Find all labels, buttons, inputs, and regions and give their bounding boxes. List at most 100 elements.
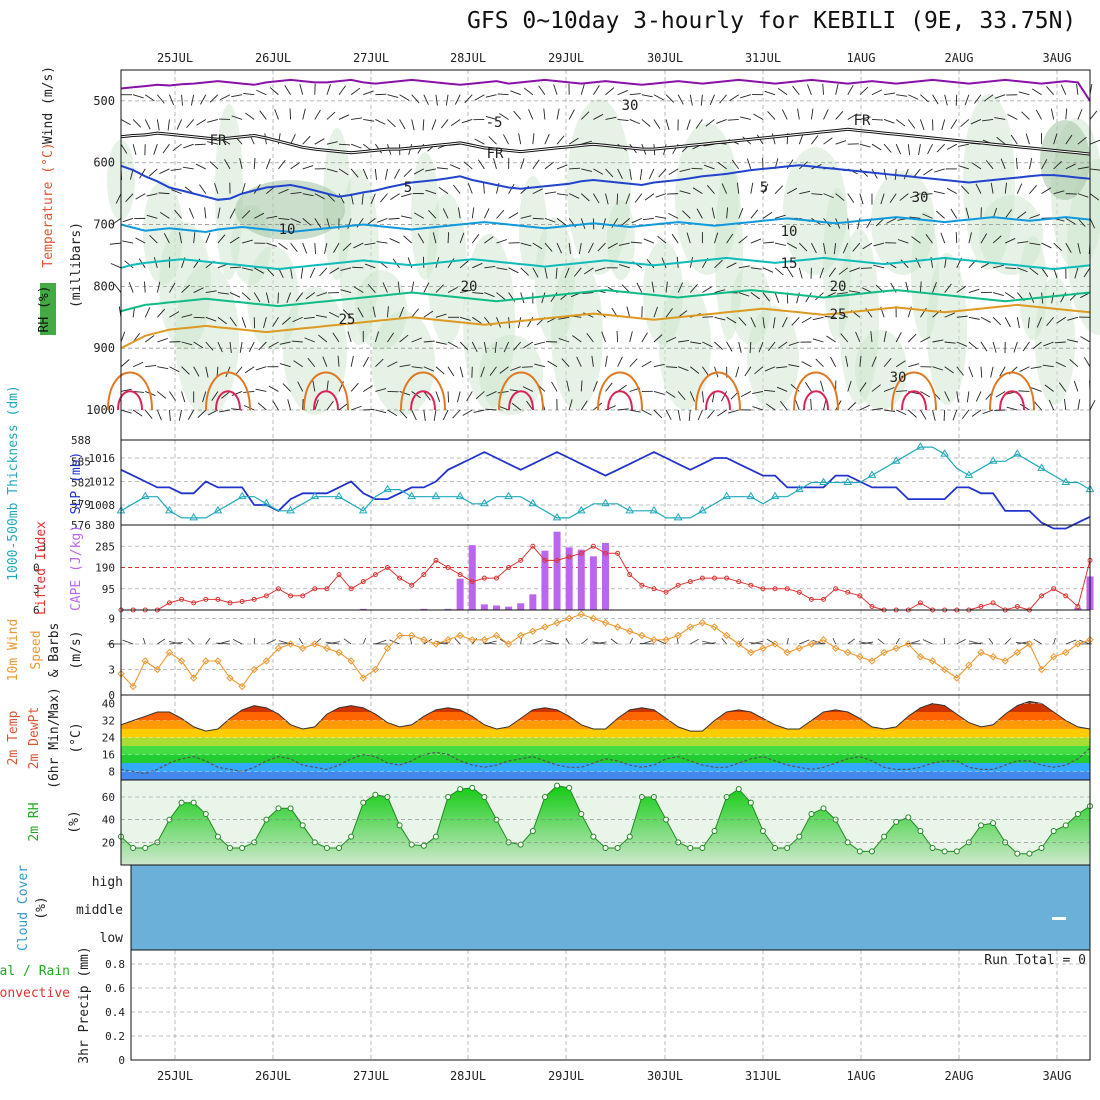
rh-marker xyxy=(1074,811,1081,817)
wind-barb xyxy=(975,391,982,402)
wind-barb xyxy=(726,233,734,244)
wind-barb xyxy=(255,388,267,392)
wind-barb xyxy=(375,119,386,125)
wind-barb xyxy=(407,257,413,268)
rh-marker xyxy=(893,818,900,825)
wind-barb xyxy=(992,341,997,353)
wind-barb xyxy=(714,341,723,350)
wind-barb xyxy=(120,388,132,392)
wind-barb xyxy=(209,161,219,170)
thickness-marker xyxy=(964,470,974,478)
wind-barb xyxy=(411,409,417,421)
wind-barb xyxy=(347,331,352,343)
li-marker xyxy=(179,596,185,602)
wind-barb xyxy=(425,189,437,195)
wind10-marker xyxy=(274,644,283,652)
li-marker xyxy=(736,579,742,585)
wind-barb xyxy=(181,366,190,375)
wind-barb xyxy=(923,168,933,176)
wind10-marker xyxy=(892,644,900,652)
wind-barb xyxy=(580,111,590,120)
wind-barb xyxy=(307,357,316,368)
li-marker xyxy=(917,600,923,606)
wind-barb xyxy=(781,109,788,120)
wind-barb xyxy=(740,391,752,398)
date-label-top: 27JUL xyxy=(353,51,389,65)
wind10-barb xyxy=(278,642,293,645)
wind-barb xyxy=(351,117,363,120)
wind-barb xyxy=(689,94,693,106)
wind-barb xyxy=(658,168,667,178)
thickness-marker xyxy=(1061,477,1071,485)
wind-barb xyxy=(435,284,444,293)
li-marker xyxy=(493,575,499,581)
temp-band xyxy=(121,712,1090,721)
wind-barb xyxy=(920,336,931,343)
wind-barb xyxy=(435,313,447,318)
wind-barb xyxy=(702,316,714,318)
wind-barb xyxy=(907,144,911,156)
wind-barb xyxy=(520,242,532,247)
li-marker xyxy=(724,575,730,581)
wind-barb xyxy=(1073,380,1079,392)
wind-barb xyxy=(528,109,534,120)
wind-barb xyxy=(494,341,497,353)
wind-barb xyxy=(239,158,243,170)
wind-barb xyxy=(859,116,871,120)
wind-barb xyxy=(120,119,131,126)
wind-barb xyxy=(1029,214,1040,219)
li-marker xyxy=(869,603,875,609)
wind-barb xyxy=(616,330,619,343)
wind-barb xyxy=(852,242,861,252)
wind-barb xyxy=(955,94,958,106)
wind-barb xyxy=(178,409,183,421)
wind-barb xyxy=(158,192,170,195)
wind10-barb xyxy=(968,642,983,645)
wind-barb xyxy=(584,267,594,275)
wind-barb xyxy=(387,409,398,417)
wind-barb xyxy=(440,119,449,129)
wind-barb xyxy=(460,316,471,321)
wind-barb xyxy=(187,409,195,420)
wind10-marker xyxy=(262,657,271,665)
wind-barb xyxy=(1074,267,1079,279)
wind-barb xyxy=(146,214,158,219)
temp-band xyxy=(121,763,1090,772)
wind-barb xyxy=(245,112,255,120)
wind-barb xyxy=(944,366,954,374)
wind-barb xyxy=(508,183,515,194)
temp-band xyxy=(121,771,1090,780)
wind-barb xyxy=(807,84,812,95)
rh-marker xyxy=(1026,850,1033,857)
run-total: Run Total = 0 xyxy=(984,953,1086,968)
wind10-barb xyxy=(690,638,699,645)
wind-barb xyxy=(544,161,554,170)
contour-label: 20 xyxy=(830,279,847,295)
wind-barb xyxy=(120,143,128,154)
wind-barb xyxy=(907,119,916,129)
ylabel-wind10-barbs: & Barbs xyxy=(47,623,62,678)
wind-barb xyxy=(399,391,411,396)
wind-barb xyxy=(1053,242,1063,251)
wind-barb xyxy=(738,341,742,353)
wind-barb xyxy=(181,391,186,403)
wind-barb xyxy=(205,232,211,244)
wind10-barb xyxy=(375,639,387,645)
thickness-marker xyxy=(770,491,780,500)
wind-barb xyxy=(771,133,776,145)
wind-barb xyxy=(625,193,631,205)
wind-barb xyxy=(619,264,630,269)
li-marker xyxy=(712,575,718,581)
wind-barb xyxy=(643,238,655,244)
wind-barb xyxy=(553,84,558,95)
ylabel-wind10-units: (m/s) xyxy=(69,630,84,669)
wind-barb xyxy=(322,356,328,367)
wind-barb xyxy=(581,168,593,172)
wind-barb xyxy=(169,366,180,373)
wind-barb xyxy=(909,216,921,219)
temp-band xyxy=(121,729,1090,738)
wind-barb xyxy=(1021,111,1030,120)
wind10-barb xyxy=(956,638,966,645)
wind-barb xyxy=(179,232,183,244)
cape-bar xyxy=(444,608,452,610)
